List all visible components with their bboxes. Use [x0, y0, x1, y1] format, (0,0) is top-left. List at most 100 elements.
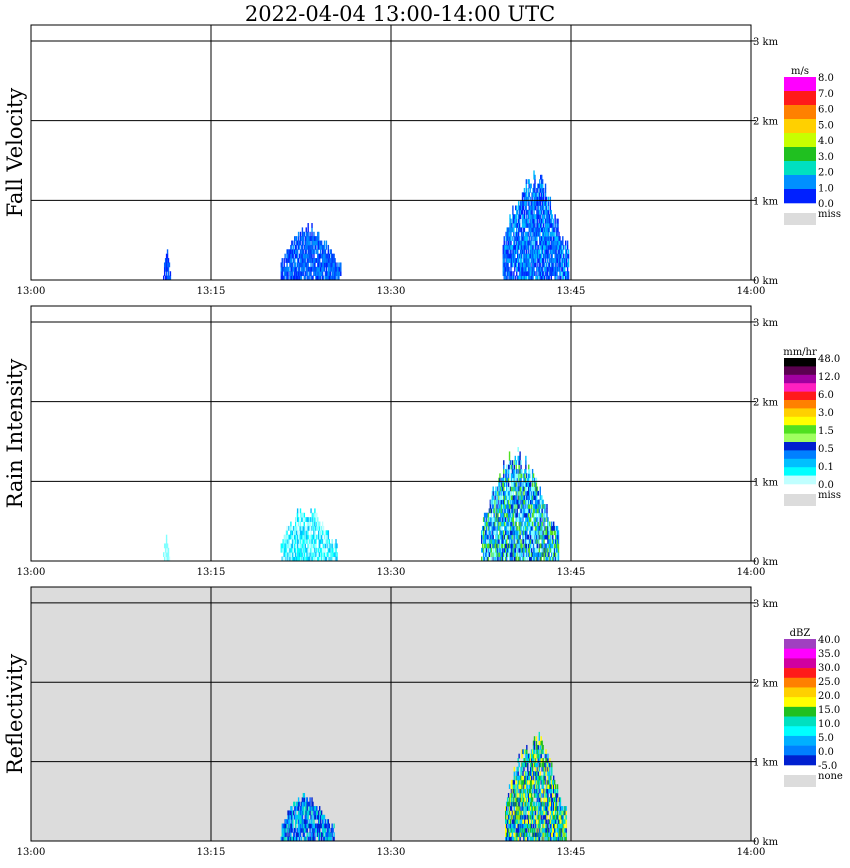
- echo-cell: [303, 543, 306, 549]
- echo-cell: [536, 810, 539, 816]
- echo-cell: [482, 552, 485, 558]
- echo-cell: [543, 552, 545, 558]
- echo-cell: [508, 806, 511, 811]
- echo-cell: [543, 547, 545, 553]
- echo-cell: [534, 836, 537, 842]
- echo-cell: [562, 275, 564, 281]
- echo-cell: [304, 836, 306, 842]
- echo-cell: [321, 530, 324, 536]
- echo-cell: [553, 801, 556, 807]
- echo-cell: [507, 792, 510, 798]
- echo-cell: [317, 231, 319, 237]
- echo-cell: [296, 827, 299, 833]
- echo-cell: [282, 836, 284, 842]
- echo-cell: [548, 771, 550, 776]
- echo-cell: [494, 495, 496, 501]
- echo-cell: [333, 253, 335, 259]
- echo-cell: [304, 249, 306, 255]
- echo-cell: [507, 468, 510, 474]
- echo-cell: [521, 766, 523, 772]
- echo-cell: [547, 262, 550, 268]
- echo-cell: [296, 832, 299, 838]
- echo-cell: [503, 547, 505, 553]
- echo-cell: [518, 806, 520, 811]
- echo-cell: [532, 814, 535, 820]
- echo-cell: [526, 240, 528, 246]
- echo-cell: [167, 271, 170, 277]
- echo-cell: [527, 223, 529, 228]
- echo-cell: [524, 495, 526, 501]
- echo-cell: [543, 534, 545, 540]
- echo-cell: [560, 832, 563, 838]
- echo-cell: [522, 218, 525, 224]
- echo-cell: [565, 253, 568, 259]
- echo-cell: [299, 271, 302, 277]
- echo-cell: [533, 262, 535, 268]
- echo-cell: [332, 827, 334, 833]
- echo-cell: [558, 262, 560, 268]
- echo-cell: [313, 547, 315, 553]
- echo-cell: [541, 187, 544, 193]
- echo-cell: [514, 236, 516, 241]
- echo-cell: [548, 552, 550, 558]
- echo-cell: [549, 209, 552, 215]
- echo-cell: [308, 832, 310, 838]
- echo-cell: [525, 271, 528, 277]
- echo-cell: [298, 827, 301, 833]
- echo-cell: [306, 521, 308, 527]
- echo-cell: [506, 810, 509, 816]
- echo-cell: [528, 490, 530, 496]
- echo-cell: [559, 249, 561, 255]
- echo-cell: [517, 784, 519, 790]
- echo-cell: [314, 814, 316, 820]
- echo-cell: [519, 530, 521, 536]
- echo-cell: [498, 482, 500, 487]
- echo-cell: [533, 271, 535, 277]
- echo-cell: [516, 218, 518, 224]
- echo-cell: [513, 253, 515, 259]
- echo-cell: [553, 271, 555, 277]
- echo-cell: [537, 556, 540, 562]
- echo-cell: [523, 512, 525, 518]
- echo-cell: [542, 275, 545, 281]
- echo-cell: [516, 477, 518, 483]
- echo-cell: [490, 525, 492, 531]
- echo-cell: [516, 266, 518, 272]
- echo-cell: [505, 525, 508, 531]
- echo-cell: [307, 547, 309, 553]
- echo-cell: [501, 504, 503, 509]
- echo-cell: [566, 271, 569, 277]
- echo-cell: [314, 517, 316, 522]
- echo-cell: [540, 792, 542, 798]
- echo-cell: [505, 556, 507, 562]
- legend-miss-label: none: [818, 771, 843, 782]
- echo-cell: [510, 508, 513, 514]
- echo-cell: [539, 262, 541, 268]
- echo-cell: [531, 275, 533, 281]
- echo-cell: [530, 801, 533, 807]
- echo-cell: [517, 836, 519, 842]
- echo-cell: [532, 740, 535, 746]
- echo-cell: [558, 231, 560, 237]
- echo-cell: [559, 806, 562, 811]
- echo-cell: [551, 806, 553, 811]
- echo-cell: [503, 543, 505, 549]
- echo-cell: [551, 271, 553, 277]
- echo-cell: [527, 179, 529, 184]
- echo-cell: [543, 556, 545, 562]
- echo-cell: [510, 530, 513, 536]
- echo-cell: [533, 170, 535, 176]
- echo-cell: [523, 819, 525, 824]
- echo-cell: [555, 534, 558, 540]
- echo-cell: [498, 534, 500, 540]
- echo-cell: [529, 797, 531, 803]
- echo-cell: [547, 240, 550, 246]
- echo-cell: [526, 258, 528, 263]
- echo-cell: [494, 504, 496, 509]
- echo-cell: [488, 508, 491, 514]
- echo-cell: [295, 547, 297, 553]
- echo-cell: [515, 236, 517, 241]
- echo-cell: [513, 231, 515, 237]
- echo-cell: [528, 236, 530, 241]
- echo-cell: [520, 486, 522, 492]
